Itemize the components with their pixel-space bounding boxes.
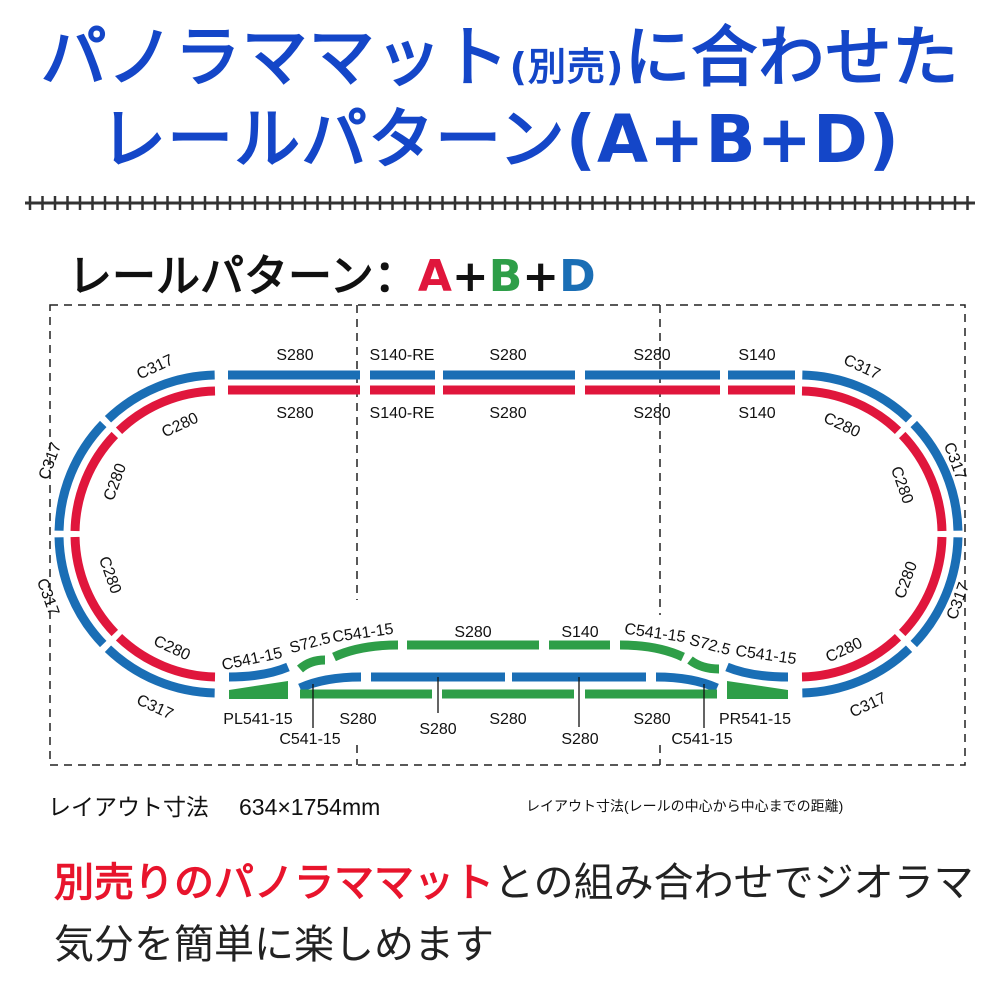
plus: + xyxy=(451,251,489,302)
rail-piece xyxy=(802,370,913,423)
rail-piece xyxy=(801,633,902,682)
rail-piece xyxy=(332,640,399,662)
rail-piece xyxy=(898,431,947,532)
rail-piece xyxy=(296,655,326,673)
rails xyxy=(54,370,963,699)
title-text: パノラママット xyxy=(40,19,510,96)
rail-label: C317 xyxy=(36,440,65,482)
rail-piece xyxy=(298,672,362,693)
rail-piece xyxy=(910,537,963,648)
rail-piece xyxy=(104,370,215,423)
rail-piece-turnout-left xyxy=(229,681,288,699)
dimensions-note: レイアウト寸法(レールの中心から中心までの距離) xyxy=(526,798,844,814)
rail-label: S140-RE xyxy=(370,405,435,422)
rail-label: S280 xyxy=(489,347,526,364)
rail-piece xyxy=(687,656,720,674)
dimensions-value: 634×1754mm xyxy=(239,794,381,820)
ruler-divider xyxy=(25,196,975,210)
rail-label: S280 xyxy=(276,405,313,422)
title-line-1: パノラママット(別売)に合わせた xyxy=(0,18,1000,107)
title-line-2: レールパターン(A+B+D) xyxy=(100,101,900,178)
title-sold-separately: (別売) xyxy=(509,45,625,89)
rail-label: S140 xyxy=(738,405,775,422)
rail-label: S280 xyxy=(276,347,313,364)
pattern-heading-prefix: レールパターン： xyxy=(68,251,418,302)
caption-line-1: 別売りのパノラママットとの組み合わせでジオラマ xyxy=(54,850,974,908)
rail-label: C280 xyxy=(101,461,130,503)
rail-label: C317 xyxy=(134,692,176,724)
rail-label: C280 xyxy=(95,554,124,596)
rail-label: PR541-15 xyxy=(719,711,791,728)
layout-dimensions: レイアウト寸法 634×1754mm xyxy=(48,788,380,822)
rail-label: S280 xyxy=(633,711,670,728)
caption-highlight: 別売りのパノラママット xyxy=(54,860,494,906)
rail-piece xyxy=(801,386,902,435)
pattern-b: B xyxy=(488,251,523,302)
rail-label: S72.5 xyxy=(288,630,333,657)
rail-label: S140 xyxy=(561,624,598,641)
rail-piece xyxy=(70,536,119,637)
pattern-heading: レールパターン：A+B+D xyxy=(68,240,596,304)
rail-piece xyxy=(70,431,119,532)
leader-lines xyxy=(312,677,705,728)
rail-label: C541-15 xyxy=(671,731,732,748)
pattern-a: A xyxy=(417,251,452,302)
rail-label: S280 xyxy=(489,405,526,422)
rail-label: C280 xyxy=(887,464,916,506)
rail-piece xyxy=(115,633,216,682)
layout-boundary xyxy=(49,304,966,766)
rail-label: C541-15 xyxy=(279,731,340,748)
dimensions-label: レイアウト寸法 xyxy=(48,794,209,820)
rail-piece xyxy=(228,662,290,682)
rail-piece xyxy=(619,640,685,662)
rail-piece-turnout-right xyxy=(727,681,788,699)
rail-label: PL541-15 xyxy=(223,711,292,728)
pattern-d: D xyxy=(559,251,596,302)
rail-label: S72.5 xyxy=(687,632,732,659)
rail-label: S280 xyxy=(454,624,491,641)
rail-label: S140 xyxy=(738,347,775,364)
rail-label: S280 xyxy=(489,711,526,728)
plus: + xyxy=(522,251,560,302)
rail-label: C280 xyxy=(821,410,863,442)
rail-label: C280 xyxy=(892,559,921,601)
rail-piece xyxy=(725,662,789,682)
rail-label: S280 xyxy=(633,405,670,422)
rail-piece xyxy=(115,386,216,435)
rail-label: S280 xyxy=(339,711,376,728)
rail-label: C280 xyxy=(159,410,201,442)
title-text-end: に合わせた xyxy=(624,19,960,96)
rail-label: C317 xyxy=(847,690,889,722)
rail-label: S280 xyxy=(633,347,670,364)
rail-piece xyxy=(54,537,107,648)
rail-label: S280 xyxy=(561,731,598,748)
rail-piece xyxy=(54,420,107,531)
rail-label: C541-15 xyxy=(734,643,797,668)
caption-text: との組み合わせでジオラマ xyxy=(494,860,974,906)
rail-label: S280 xyxy=(419,721,456,738)
rail-piece xyxy=(910,420,963,531)
boundary-box xyxy=(49,304,966,766)
rail-label: S140-RE xyxy=(370,347,435,364)
rail-piece xyxy=(104,645,215,698)
rail-piece xyxy=(655,672,719,693)
rail-piece xyxy=(898,536,947,637)
caption-line-2: 気分を簡単に楽しめます xyxy=(54,922,494,968)
rail-piece xyxy=(802,645,913,698)
rail-label: C317 xyxy=(33,576,62,618)
